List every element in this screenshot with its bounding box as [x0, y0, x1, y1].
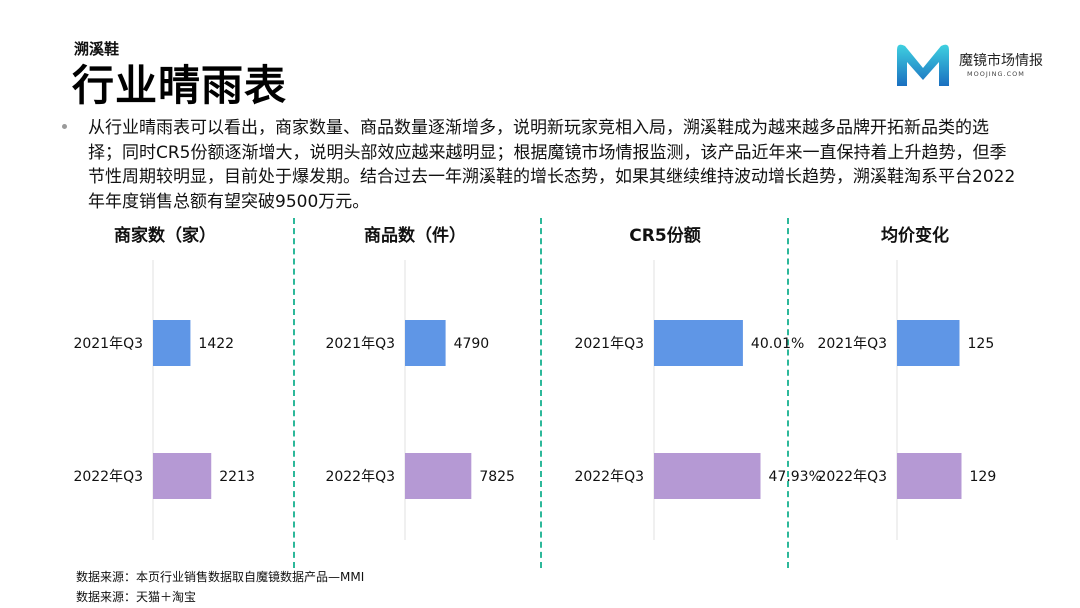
bar-2021-q3 [897, 320, 960, 366]
category-label: 2021年Q3 [574, 336, 644, 352]
value-label: 7825 [479, 469, 515, 485]
logo-name: 魔镜市场情报 [959, 53, 1043, 69]
bar-2021-q3 [153, 320, 191, 366]
category-label: 2021年Q3 [73, 336, 143, 352]
bar-2022-q3 [654, 453, 761, 499]
category-label: 2021年Q3 [325, 336, 395, 352]
value-label: 4790 [454, 336, 490, 352]
chart-panel-cr5: CR5份额 2021年Q3 40.01% 2022年Q3 47.93% [540, 215, 822, 545]
chart-avg-price: 2021年Q3 125 2022年Q3 129 [817, 260, 997, 540]
value-label: 2213 [219, 469, 255, 485]
chart-panel-merchants: 商家数（家） 2021年Q3 1422 2022年Q3 2213 [40, 215, 300, 545]
category-label: 2022年Q3 [817, 469, 887, 485]
value-label: 125 [968, 336, 995, 352]
chart-cr5: 2021年Q3 40.01% 2022年Q3 47.93% [574, 260, 822, 540]
bar-2022-q3 [405, 453, 472, 499]
chart-products: 2021年Q3 4790 2022年Q3 7825 [325, 260, 515, 540]
chart-title: 商家数（家） [114, 226, 216, 246]
bar-2021-q3 [654, 320, 743, 366]
logo-url: MOOJING.COM [967, 70, 1025, 78]
summary-paragraph: 从行业晴雨表可以看出，商家数量、商品数量逐渐增多，说明新玩家竞相入局，溯溪鞋成为… [88, 118, 1016, 212]
chart-title: CR5份额 [629, 226, 701, 246]
chart-merchants: 2021年Q3 1422 2022年Q3 2213 [73, 260, 255, 540]
panel-divider [787, 218, 789, 568]
bar-2022-q3 [153, 453, 212, 499]
chart-panel-products: 商品数（件） 2021年Q3 4790 2022年Q3 7825 [290, 215, 550, 545]
bullet-dot [62, 124, 67, 129]
bar-2022-q3 [897, 453, 962, 499]
brand-logo: 魔镜市场情报 MOOJING.COM [893, 40, 1053, 90]
footnote-source-2: 数据来源：天猫＋淘宝 [76, 590, 197, 604]
page-subtitle: 溯溪鞋 [74, 40, 120, 58]
page-title: 行业晴雨表 [72, 61, 288, 110]
footnote-source-1: 数据来源：本页行业销售数据取自魔镜数据产品—MMI [76, 570, 365, 584]
panel-divider [540, 218, 542, 568]
value-label: 129 [970, 469, 997, 485]
category-label: 2022年Q3 [574, 469, 644, 485]
category-label: 2021年Q3 [817, 336, 887, 352]
value-label: 1422 [198, 336, 234, 352]
moojing-logo-icon [897, 44, 949, 86]
category-label: 2022年Q3 [73, 469, 143, 485]
bar-2021-q3 [405, 320, 446, 366]
value-label: 40.01% [751, 336, 804, 352]
category-label: 2022年Q3 [325, 469, 395, 485]
chart-title: 商品数（件） [364, 226, 466, 246]
chart-title: 均价变化 [881, 226, 949, 246]
chart-panel-avg-price: 均价变化 2021年Q3 125 2022年Q3 129 [785, 215, 1045, 545]
value-label: 47.93% [769, 469, 822, 485]
panel-divider [293, 218, 295, 568]
